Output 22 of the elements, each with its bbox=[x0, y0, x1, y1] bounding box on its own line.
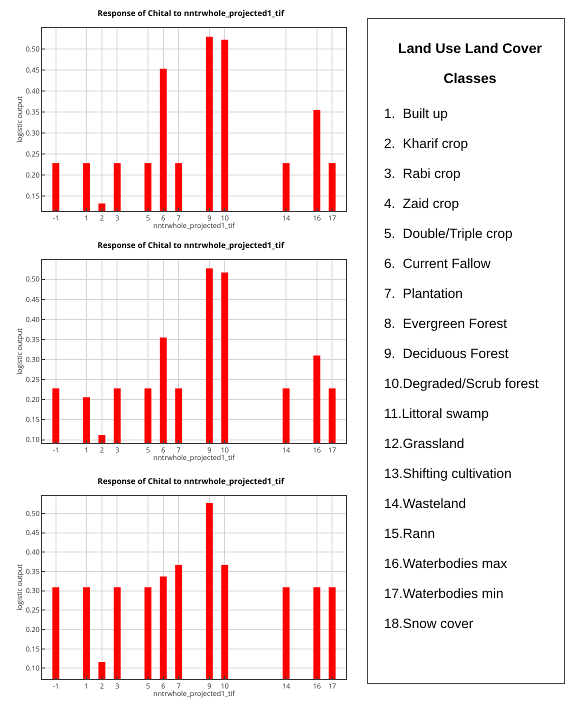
text: 10.Degraded/Scrub forest bbox=[384, 375, 540, 393]
text: 6. Current Fallow bbox=[384, 255, 492, 273]
text: 17.Waterbodies min bbox=[384, 585, 505, 603]
text: 18.Snow cover bbox=[384, 615, 474, 633]
chart-title: Response of Chital to nntrwhole_projected1_tif bbox=[98, 476, 285, 487]
text: 9. Deciduous Forest bbox=[384, 345, 510, 363]
text: 2. Kharif crop bbox=[384, 135, 470, 153]
chart-title: Response of Chital to nntrwhole_projected1_tif bbox=[98, 240, 285, 251]
text: 13.Shifting cultivation bbox=[384, 465, 513, 483]
text: Land Use Land Cover Classes bbox=[397, 39, 543, 88]
text: 4. Zaid crop bbox=[384, 195, 460, 213]
text: 11.Littoral swamp bbox=[384, 405, 490, 423]
text: 7. Plantation bbox=[384, 285, 464, 303]
chart-title: Response of Chital to nntrwhole_projected1_tif bbox=[98, 8, 285, 19]
text: 12.Grassland bbox=[384, 435, 466, 453]
text: 16.Waterbodies max bbox=[384, 555, 508, 573]
text: 8. Evergreen Forest bbox=[384, 315, 508, 333]
text: 1. Built up bbox=[384, 105, 449, 123]
text: 14.Wasteland bbox=[384, 495, 468, 513]
text: 15.Rann bbox=[384, 525, 436, 543]
text: 3. Rabi crop bbox=[384, 165, 462, 183]
text: 5. Double/Triple crop bbox=[384, 225, 514, 243]
